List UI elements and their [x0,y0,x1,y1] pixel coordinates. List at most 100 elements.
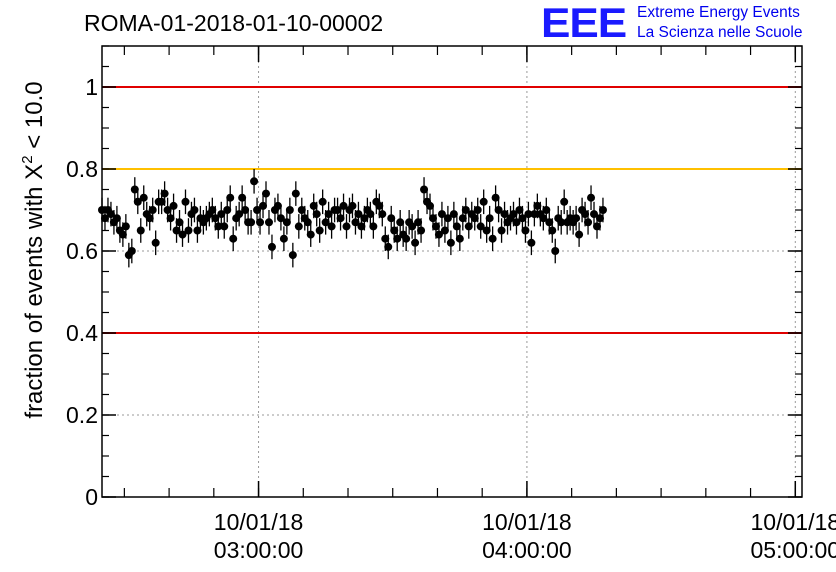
data-point [238,185,247,210]
point-marker [241,206,250,214]
point-marker [306,230,315,239]
point-marker [250,177,259,186]
point-marker [348,201,357,210]
point-marker [184,226,193,235]
data-point [312,201,321,227]
point-marker [112,214,121,223]
point-marker [351,218,360,227]
point-marker [428,214,437,223]
point-marker [220,222,229,231]
data-point [485,205,494,231]
point-marker [551,247,560,255]
grid-layer [102,46,802,498]
point-marker [193,226,202,235]
y-tick-label: 0 [85,484,98,510]
data-point [479,189,488,215]
y-tick-label: 0.2 [66,402,98,428]
point-marker [181,197,190,206]
point-marker [276,214,285,223]
logo-mark: EEE [540,0,627,46]
point-marker [482,226,491,235]
data-point [426,193,435,219]
data-point [512,210,521,235]
point-marker [169,201,178,210]
point-marker [384,242,393,251]
point-marker [387,214,396,223]
point-marker [285,206,294,214]
point-marker [339,201,348,210]
data-point [130,177,139,202]
data-point [521,218,530,243]
point-marker [214,222,223,231]
point-marker [238,193,247,202]
point-marker [262,189,271,198]
data-point [148,197,157,223]
point-marker [408,222,417,231]
reference-lines [102,86,802,334]
data-point [229,226,238,251]
data-point [476,214,485,239]
point-marker [470,214,479,223]
data-point [288,242,297,268]
point-marker [476,222,485,231]
data-point [223,197,232,223]
data-point [136,218,145,243]
point-marker [160,189,169,198]
logo-line-1: Extreme Energy Events [637,4,800,21]
data-point [250,169,259,194]
data-point [253,197,262,223]
point-marker [166,214,175,223]
point-marker [163,206,172,214]
data-point [590,201,599,227]
point-marker [294,222,303,231]
point-marker [426,201,435,210]
point-marker [157,197,166,206]
data-point [178,222,187,247]
data-point [121,214,130,239]
data-point [190,197,199,223]
point-marker [527,238,536,247]
point-marker [217,210,226,219]
point-marker [369,222,378,231]
data-point [434,222,443,247]
point-marker [139,193,148,202]
data-point [133,189,142,215]
point-marker [235,210,244,219]
point-marker [464,222,473,231]
plot-frame [101,45,803,498]
point-marker [133,197,142,206]
point-marker [175,218,184,227]
point-marker [473,206,482,214]
point-marker [584,218,593,227]
point-marker [575,230,584,239]
data-point [417,218,426,243]
data-point [315,218,324,243]
point-marker [393,234,402,243]
point-marker [291,189,300,198]
y-tick-label: 1 [85,74,98,100]
point-marker [226,193,235,202]
data-point [220,214,229,239]
point-marker [446,238,455,247]
point-marker [530,210,539,219]
point-marker [303,218,312,227]
data-point [527,230,536,256]
data-point [247,210,256,235]
y-tick-label: 0.6 [66,238,98,264]
data-point [348,193,357,219]
x-tick-date-label: 10/01/18 [751,509,836,535]
data-point [408,214,417,239]
point-marker [378,210,387,219]
point-marker [130,185,139,194]
data-point [273,193,282,219]
data-point [276,205,285,231]
point-marker [431,222,440,231]
point-marker [417,226,426,235]
point-marker [312,210,321,219]
data-point [294,214,303,239]
data-point [491,185,500,210]
data-point [557,210,566,235]
data-point [551,238,560,264]
point-marker [515,206,524,214]
